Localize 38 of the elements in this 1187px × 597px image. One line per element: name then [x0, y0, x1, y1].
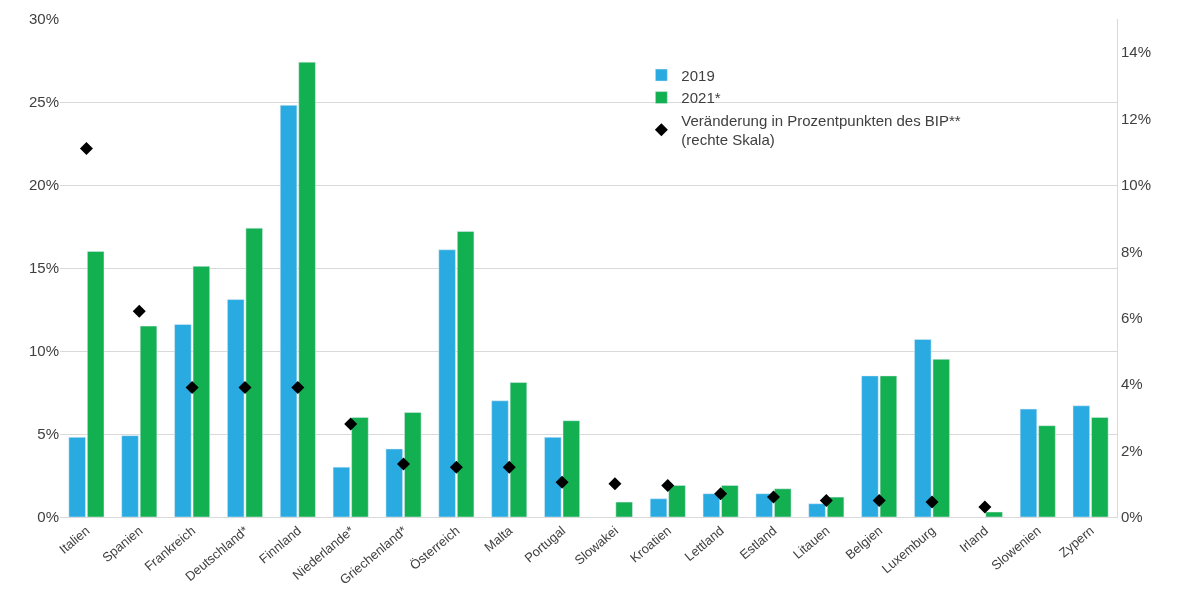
point [925, 495, 939, 509]
point [978, 500, 992, 514]
y2-tick-label: 10% [1121, 176, 1152, 194]
legend-label: 2021* [681, 89, 721, 107]
y-tick-label: 20% [28, 176, 59, 194]
point [238, 381, 252, 395]
y-tick-label: 30% [28, 10, 59, 28]
y2-tick-label: 0% [1121, 508, 1143, 526]
point [132, 304, 146, 318]
y-tick-label: 5% [37, 425, 59, 443]
bar [985, 511, 1003, 517]
point [397, 457, 411, 471]
y-tick-label: 0% [37, 508, 59, 526]
point [555, 475, 569, 489]
y-tick-label: 15% [28, 259, 59, 277]
point [872, 493, 886, 507]
point [449, 460, 463, 474]
point [766, 490, 780, 504]
point [714, 487, 728, 501]
y-tick-label: 10% [28, 342, 59, 360]
y2-tick-label: 14% [1121, 43, 1152, 61]
point [502, 460, 516, 474]
y2-tick-label: 6% [1121, 309, 1143, 327]
y2-tick-label: 2% [1121, 441, 1143, 459]
y2-tick-label: 12% [1121, 109, 1152, 127]
y2-tick-label: 4% [1121, 375, 1143, 393]
point [661, 478, 675, 492]
bar [615, 501, 633, 517]
y-tick-label: 25% [28, 93, 59, 111]
point [608, 477, 622, 491]
point [79, 141, 93, 155]
legend-label: 2019 [681, 66, 715, 84]
point [185, 381, 199, 395]
point [291, 381, 305, 395]
point [819, 493, 833, 507]
legend-label: Veränderung in Prozentpunkten des BIP** (rechte Skala) [681, 111, 961, 149]
y2-tick-label: 8% [1121, 242, 1143, 260]
point [344, 417, 358, 431]
